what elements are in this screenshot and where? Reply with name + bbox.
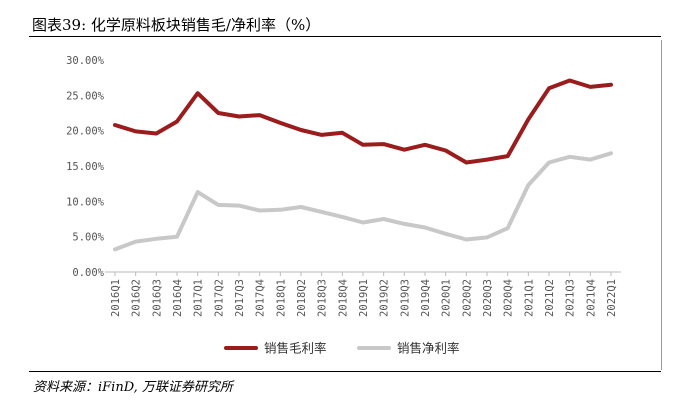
- x-tick-label: 2020Q2: [461, 279, 473, 317]
- chart-title: 图表39: 化学原料板块销售毛/净利率（%）: [32, 16, 321, 34]
- x-tick-label: 2017Q2: [213, 279, 225, 317]
- x-tick-label: 2017Q1: [193, 279, 205, 317]
- x-tick-label: 2016Q4: [172, 279, 184, 317]
- y-tick-label: 10.00%: [66, 196, 105, 208]
- x-tick-label: 2022Q1: [606, 279, 618, 317]
- x-tick-label: 2021Q2: [544, 279, 556, 317]
- source-note: 资料来源：iFinD, 万联证券研究所: [33, 380, 233, 395]
- x-tick-label: 2019Q4: [420, 279, 432, 317]
- y-tick-label: 0.00%: [72, 267, 104, 279]
- y-tick-label: 5.00%: [72, 232, 104, 244]
- x-tick-label: 2019Q3: [399, 279, 411, 317]
- x-tick-label: 2018Q1: [275, 279, 287, 317]
- x-tick-label: 2020Q1: [441, 279, 453, 317]
- series-line-0: [113, 78, 613, 165]
- x-tick-label: 2018Q4: [337, 279, 349, 317]
- y-tick-label: 20.00%: [66, 126, 105, 138]
- x-tick-label: 2018Q2: [296, 279, 308, 317]
- x-tick-label: 2018Q3: [317, 279, 329, 317]
- chart-frame: [29, 40, 662, 370]
- x-tick-label: 2016Q1: [110, 279, 122, 317]
- y-tick-label: 15.00%: [66, 161, 105, 173]
- y-tick-label: 25.00%: [66, 90, 105, 102]
- x-tick-label: 2016Q2: [131, 279, 143, 317]
- title-bar: 图表39: 化学原料板块销售毛/净利率（%）: [29, 6, 661, 37]
- x-tick-label: 2020Q3: [482, 279, 494, 317]
- x-tick-label: 2020Q4: [503, 279, 515, 317]
- x-tick-label: 2019Q1: [358, 279, 370, 317]
- series-line-1: [113, 151, 613, 252]
- x-tick-label: 2017Q3: [234, 279, 246, 317]
- bottom-rule: [29, 371, 661, 372]
- y-tick-label: 30.00%: [66, 55, 105, 67]
- x-tick-label: 2019Q2: [379, 279, 391, 317]
- legend-label-0: 销售毛利率: [264, 341, 327, 356]
- legend-label-1: 销售净利率: [397, 341, 460, 356]
- x-tick-label: 2021Q1: [523, 279, 535, 317]
- x-tick-label: 2021Q4: [585, 279, 597, 317]
- x-tick-label: 2016Q3: [151, 279, 163, 317]
- x-tick-label: 2017Q4: [255, 279, 267, 317]
- x-tick-label: 2021Q3: [565, 279, 577, 317]
